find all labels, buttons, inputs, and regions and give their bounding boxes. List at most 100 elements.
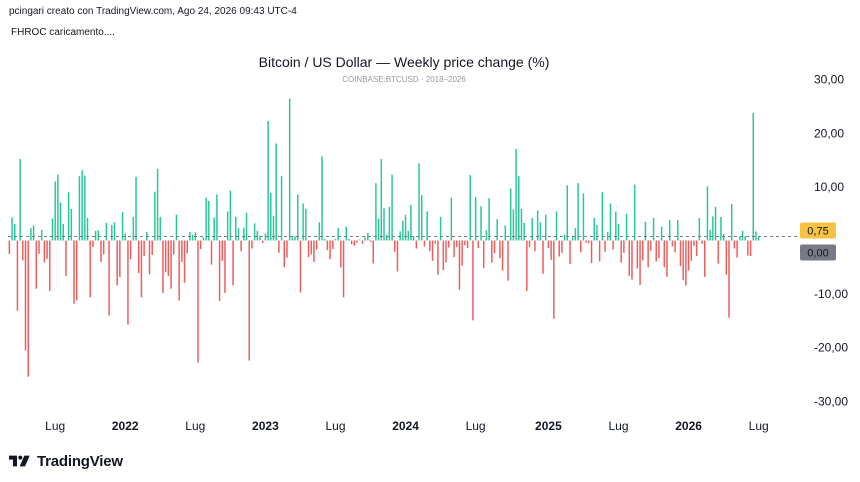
bar (364, 237, 366, 241)
bar (243, 227, 245, 241)
bar (340, 240, 342, 268)
bar (240, 240, 242, 252)
bar (493, 240, 496, 254)
bar (385, 234, 388, 241)
bar (97, 230, 100, 241)
bar (531, 217, 533, 241)
bar (434, 240, 436, 244)
bar (313, 240, 315, 262)
bar (173, 240, 175, 255)
bar (628, 240, 631, 276)
bar (208, 200, 210, 241)
y-tick-label: 10,00 (814, 180, 844, 194)
bar (59, 202, 62, 241)
bar (286, 240, 288, 258)
bar (501, 240, 504, 271)
bar (523, 222, 525, 241)
bar (321, 156, 323, 241)
bar (105, 222, 108, 241)
bar (437, 240, 439, 275)
price-badges: 0,75 0,00 (800, 222, 836, 261)
bar (272, 215, 275, 241)
bar (186, 240, 188, 254)
bar (561, 240, 563, 253)
bar (547, 240, 550, 248)
bar (108, 240, 110, 316)
bar (625, 213, 628, 241)
bar (78, 176, 81, 241)
bar (396, 240, 399, 272)
bar (332, 240, 334, 250)
bar (394, 240, 396, 252)
bar (480, 206, 482, 241)
bar (310, 240, 312, 255)
bar (11, 217, 13, 241)
bar (701, 240, 703, 244)
bar (367, 233, 369, 241)
bar (388, 206, 391, 241)
tradingview-logo[interactable]: TradingView (9, 451, 123, 471)
bar (19, 159, 21, 241)
bar (164, 240, 167, 273)
bar (170, 240, 172, 289)
bar (744, 236, 746, 241)
bar (652, 217, 655, 241)
x-tick-label: 2022 (112, 419, 139, 433)
bar (46, 240, 48, 259)
bar (685, 240, 687, 286)
bar (752, 112, 754, 241)
bar (507, 240, 509, 281)
bar (445, 240, 447, 263)
bar (291, 237, 294, 241)
bar (84, 175, 86, 241)
bar (70, 208, 73, 241)
bar (342, 240, 345, 298)
bar (129, 240, 132, 260)
bar (714, 206, 717, 241)
x-tick-label: Lug (466, 419, 486, 433)
bar (113, 222, 116, 241)
bar (237, 228, 240, 241)
bar (593, 217, 595, 241)
bar (469, 175, 471, 241)
zero-badge: 0,00 (800, 244, 836, 261)
bar (415, 240, 418, 249)
bar (596, 224, 598, 241)
bar (30, 228, 32, 241)
bar (350, 240, 353, 245)
bar (456, 240, 458, 247)
bar (464, 240, 466, 246)
bar (359, 239, 361, 241)
bar (477, 240, 480, 248)
bar (612, 240, 614, 250)
bar (375, 183, 377, 241)
bar (111, 224, 113, 241)
bar (253, 223, 256, 241)
bar (520, 208, 523, 241)
bar (116, 240, 118, 286)
bar (92, 240, 94, 247)
bar (687, 240, 690, 271)
bar (86, 217, 89, 241)
bar (566, 185, 569, 241)
bar (226, 211, 229, 241)
bar (49, 240, 51, 291)
bar (305, 208, 307, 241)
y-tick-label: -30,00 (814, 394, 848, 408)
bar (485, 230, 488, 241)
bar (544, 214, 547, 241)
bar (439, 216, 442, 241)
bar (27, 240, 29, 377)
bar (124, 233, 126, 241)
last-value-badge: 0,75 (800, 222, 836, 239)
bar (16, 240, 19, 311)
bar (229, 190, 232, 241)
bar (491, 240, 493, 263)
bar (151, 240, 153, 255)
bar (636, 240, 639, 269)
bar (577, 183, 579, 241)
bar (81, 170, 83, 241)
bar (38, 240, 40, 254)
bar (725, 240, 728, 275)
